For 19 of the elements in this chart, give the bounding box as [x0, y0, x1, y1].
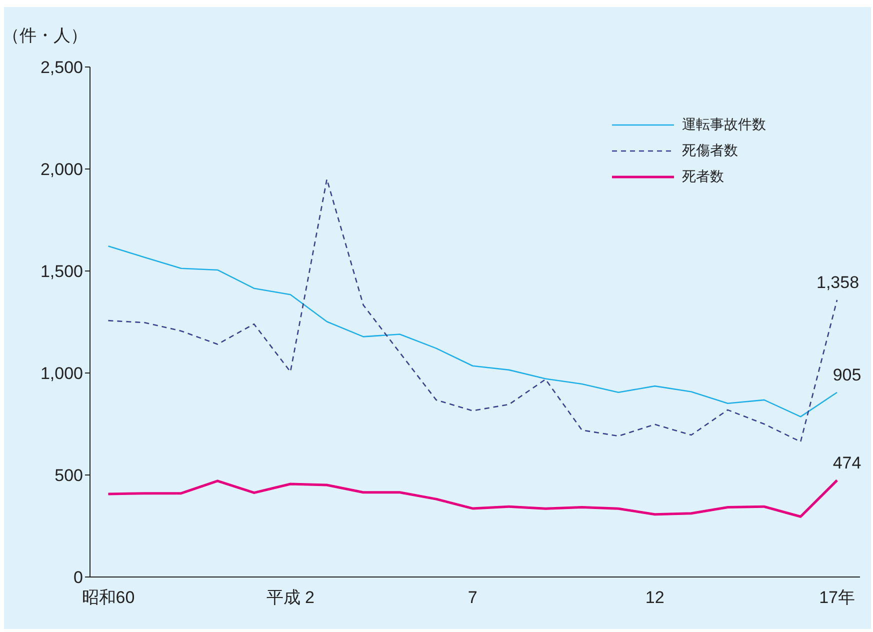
line-series: [106, 479, 838, 518]
y-axis-title: （件・人）: [2, 26, 88, 45]
y-tick-label: 2,000: [40, 160, 83, 180]
data-label: 905: [832, 365, 862, 384]
y-tick-label: 500: [54, 466, 83, 486]
y-tick-label: 1,500: [40, 262, 83, 282]
x-tick-label: 12: [645, 588, 664, 608]
x-tick-label: 平成 2: [266, 588, 315, 608]
legend-label: 死傷者数: [682, 142, 738, 160]
legend-label: 運転事故件数: [682, 116, 766, 134]
x-tick-label: 7: [468, 588, 478, 608]
x-tick-label: 17年: [819, 588, 856, 608]
data-label: 474: [832, 453, 862, 472]
y-tick-label: 0: [74, 568, 83, 588]
legend-label: 死者数: [682, 168, 724, 186]
y-tick-label: 1,000: [40, 364, 83, 384]
y-tick-label: 2,500: [40, 58, 83, 78]
data-label: 1,358: [816, 272, 860, 292]
x-tick-label: 昭和60: [82, 588, 135, 608]
